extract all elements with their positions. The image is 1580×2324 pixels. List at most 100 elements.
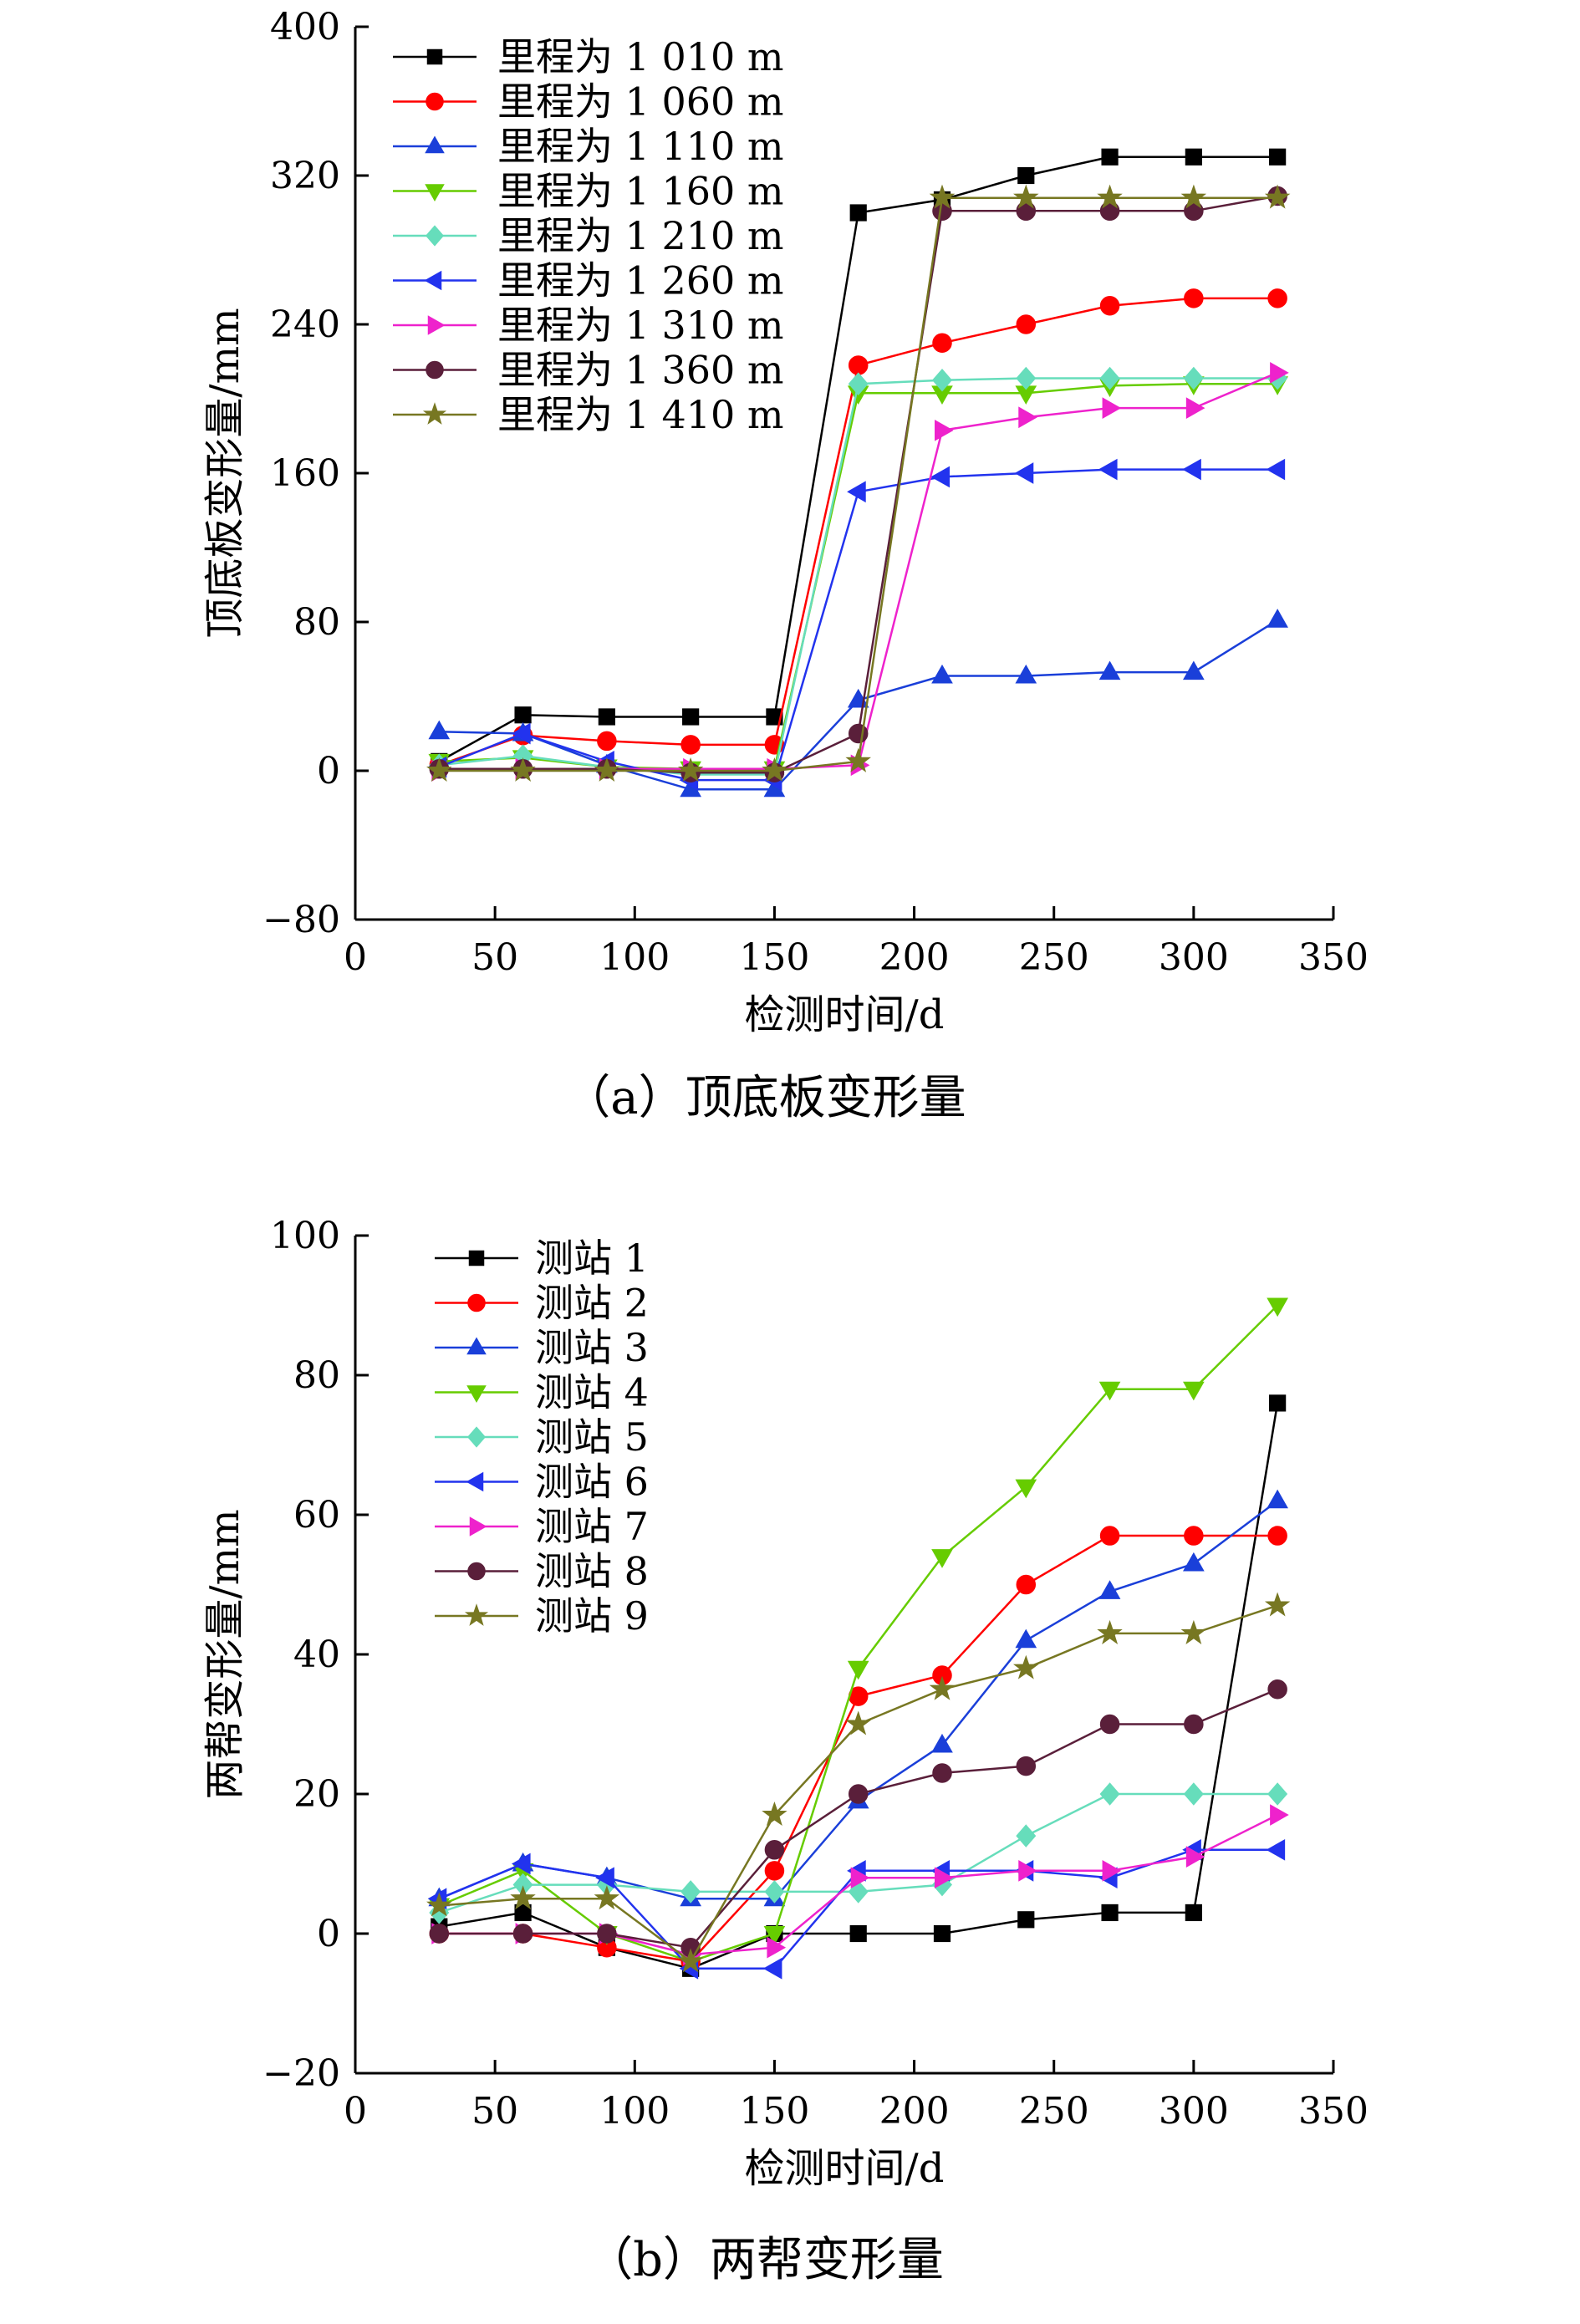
legend-label: 测站 6 bbox=[535, 1460, 649, 1505]
y-tick-label: 320 bbox=[270, 155, 340, 197]
legend-label: 里程为 1 260 m bbox=[497, 258, 784, 303]
x-tick-label: 350 bbox=[1298, 2090, 1368, 2133]
data-point bbox=[1101, 1904, 1119, 1922]
y-tick-label: −80 bbox=[262, 899, 340, 941]
legend-marker bbox=[427, 315, 446, 335]
data-point bbox=[1099, 1782, 1120, 1806]
data-point bbox=[764, 1861, 785, 1881]
y-axis-title: 两帮变形量/mm bbox=[201, 1509, 248, 1799]
data-point bbox=[932, 1763, 952, 1783]
data-point bbox=[849, 204, 867, 222]
legend-marker bbox=[426, 225, 444, 247]
data-point bbox=[932, 333, 952, 353]
data-point bbox=[1264, 184, 1291, 209]
data-point bbox=[1267, 609, 1288, 628]
data-point bbox=[1266, 1838, 1286, 1861]
data-point bbox=[935, 1867, 954, 1889]
data-point bbox=[682, 708, 700, 726]
data-point bbox=[1185, 1904, 1202, 1922]
x-tick-label: 200 bbox=[879, 2090, 950, 2133]
x-tick-label: 300 bbox=[1159, 2090, 1229, 2133]
data-point bbox=[1180, 1619, 1207, 1644]
data-point bbox=[847, 1660, 869, 1680]
data-point bbox=[595, 1867, 614, 1889]
data-point bbox=[932, 368, 952, 392]
data-point bbox=[1267, 1526, 1287, 1546]
data-point bbox=[845, 1710, 871, 1735]
data-point bbox=[1016, 314, 1037, 334]
series-line bbox=[439, 1604, 1278, 1964]
data-point bbox=[1099, 366, 1120, 390]
series-line bbox=[439, 382, 1278, 771]
data-point bbox=[1016, 366, 1037, 390]
data-point bbox=[931, 664, 953, 684]
data-point bbox=[1015, 1628, 1037, 1649]
data-point bbox=[1184, 288, 1204, 308]
data-point bbox=[597, 1924, 617, 1944]
data-point bbox=[1018, 1860, 1037, 1882]
data-point bbox=[767, 1936, 787, 1959]
panel-caption: （b）两帮变形量 bbox=[586, 2233, 944, 2287]
data-point bbox=[1183, 366, 1204, 390]
data-point bbox=[1269, 148, 1287, 166]
data-point bbox=[597, 731, 617, 752]
data-point bbox=[514, 706, 532, 724]
series-9 bbox=[426, 184, 1291, 782]
legend-marker bbox=[464, 1603, 489, 1626]
data-point bbox=[1264, 1592, 1291, 1617]
series-9 bbox=[426, 1592, 1291, 1973]
x-tick-label: 100 bbox=[599, 936, 670, 979]
legend-label: 测站 2 bbox=[535, 1281, 649, 1326]
legend-marker bbox=[466, 1471, 484, 1492]
data-point bbox=[594, 1885, 620, 1910]
data-point bbox=[1016, 1824, 1037, 1847]
legend-label: 里程为 1 010 m bbox=[497, 34, 784, 79]
legend-label: 里程为 1 060 m bbox=[497, 79, 784, 125]
data-point bbox=[1102, 397, 1122, 419]
legend-label: 测站 4 bbox=[535, 1370, 649, 1415]
data-point bbox=[1266, 458, 1286, 481]
legend-marker bbox=[424, 270, 442, 291]
data-point bbox=[1016, 1574, 1037, 1595]
legend-marker bbox=[467, 1426, 486, 1448]
data-point bbox=[845, 747, 871, 772]
legend-label: 里程为 1 110 m bbox=[497, 124, 784, 169]
data-point bbox=[1097, 184, 1123, 209]
y-tick-label: 160 bbox=[270, 452, 340, 495]
data-point bbox=[1013, 184, 1039, 209]
y-tick-label: 40 bbox=[293, 1633, 340, 1676]
data-point bbox=[1098, 1580, 1121, 1599]
data-point bbox=[850, 1867, 870, 1889]
y-tick-label: 240 bbox=[270, 303, 340, 346]
data-point bbox=[510, 1885, 536, 1910]
legend-label: 测站 7 bbox=[535, 1504, 649, 1549]
legend-label: 测站 3 bbox=[535, 1325, 649, 1370]
legend-marker bbox=[468, 1250, 485, 1266]
legend-marker bbox=[426, 92, 444, 111]
y-tick-label: 80 bbox=[293, 601, 340, 644]
legend-label: 里程为 1 160 m bbox=[497, 169, 784, 214]
data-point bbox=[1267, 1297, 1288, 1317]
y-tick-label: 0 bbox=[317, 1913, 340, 1955]
data-point bbox=[598, 708, 615, 726]
data-point bbox=[680, 735, 701, 755]
data-point bbox=[1015, 1479, 1037, 1499]
y-tick-label: 100 bbox=[270, 1215, 340, 1257]
data-point bbox=[762, 1957, 782, 1980]
legend-marker bbox=[426, 360, 444, 380]
series-4 bbox=[428, 376, 1288, 781]
y-tick-label: 60 bbox=[293, 1494, 340, 1537]
chart-panel-b: 0 50 100 150 200 250 300 350−20020406080100检测时间… bbox=[201, 1215, 1368, 2287]
data-point bbox=[677, 757, 704, 782]
data-point bbox=[1016, 1756, 1037, 1776]
legend-label: 里程为 1 310 m bbox=[497, 303, 784, 348]
legend-label: 里程为 1 210 m bbox=[497, 213, 784, 258]
data-point bbox=[1183, 1552, 1205, 1572]
x-tick-label: 300 bbox=[1159, 936, 1229, 979]
data-point bbox=[935, 419, 954, 441]
y-axis-title: 顶底板变形量/mm bbox=[201, 308, 248, 638]
data-point bbox=[766, 708, 783, 726]
data-point bbox=[1185, 397, 1205, 419]
